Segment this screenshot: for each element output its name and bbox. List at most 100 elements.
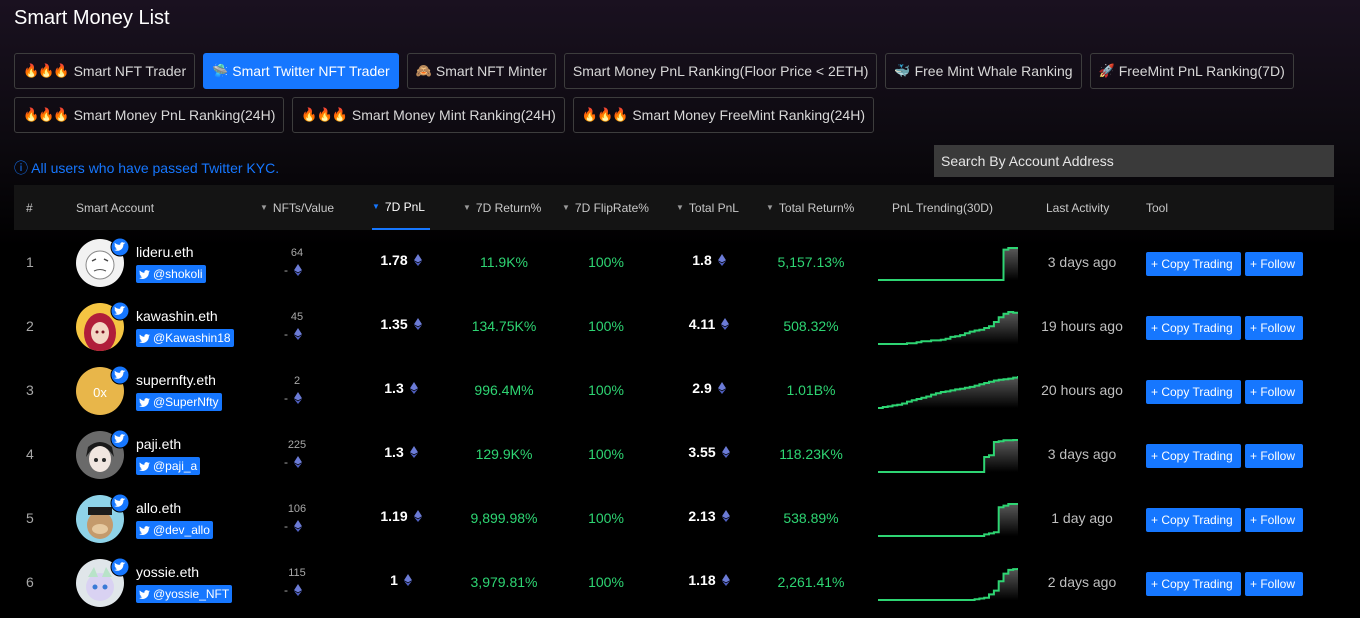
svg-text:0x: 0x	[93, 385, 107, 400]
copy-trading-button[interactable]: + Copy Trading	[1146, 252, 1241, 276]
twitter-handle-badge[interactable]: @Kawashin18	[136, 329, 234, 347]
nft-count: 2	[293, 375, 301, 387]
header-total-pnl[interactable]: ▼ Total PnL	[676, 185, 739, 230]
follow-button[interactable]: + Follow	[1245, 508, 1303, 532]
tab-label: Smart Money FreeMint Ranking(24H)	[632, 107, 865, 123]
nft-value-text: -	[284, 455, 288, 469]
sort-arrow-icon: ▼	[463, 203, 471, 212]
table-row[interactable]: 6 yossie.eth @yossie_NFT 115 - 1 3,979.8…	[14, 550, 1334, 614]
twitter-handle-badge[interactable]: @paji_a	[136, 457, 201, 475]
header-pnl7d[interactable]: ▼ 7D PnL	[372, 185, 430, 230]
copy-trading-button[interactable]: + Copy Trading	[1146, 316, 1241, 340]
total-pnl: 4.11	[669, 316, 749, 332]
eth-icon	[716, 510, 730, 522]
trend-line	[878, 311, 1019, 345]
fliprate-7d: 100%	[588, 318, 624, 334]
pnl-7d-value: 1.3	[384, 380, 404, 396]
nft-count: 225	[287, 439, 307, 451]
header-account: Smart Account	[76, 200, 155, 215]
nft-value: -	[284, 327, 302, 341]
header-flip7d[interactable]: ▼ 7D FlipRate%	[562, 185, 649, 230]
tab-emoji-icon: 🚀	[1098, 63, 1115, 78]
copy-trading-button[interactable]: + Copy Trading	[1146, 380, 1241, 404]
pnl-7d: 1.19	[372, 508, 430, 524]
fliprate-7d: 100%	[588, 382, 624, 398]
twitter-handle-badge[interactable]: @dev_allo	[136, 521, 213, 539]
eth-icon	[288, 456, 302, 468]
nft-value: -	[284, 455, 302, 469]
follow-button[interactable]: + Follow	[1245, 444, 1303, 468]
total-pnl-value: 1.18	[688, 572, 716, 588]
header-flip7d-label: 7D FlipRate%	[574, 200, 649, 215]
sort-arrow-icon: ▼	[260, 203, 268, 212]
total-pnl: 2.9	[669, 380, 749, 396]
header-ret7d-label: 7D Return%	[475, 200, 542, 215]
account-name[interactable]: yossie.eth	[136, 564, 200, 580]
tab-smart-money-freemint-ranking-24h[interactable]: 🔥🔥🔥 Smart Money FreeMint Ranking(24H)	[572, 97, 874, 133]
twitter-handle-badge[interactable]: @yossie_NFT	[136, 585, 233, 603]
tab-free-mint-whale-ranking[interactable]: 🐳 Free Mint Whale Ranking	[885, 53, 1082, 89]
account-name[interactable]: lideru.eth	[136, 244, 194, 260]
follow-button[interactable]: + Follow	[1245, 572, 1303, 596]
tab-label: Smart Twitter NFT Trader	[232, 63, 390, 79]
twitter-bird-icon	[138, 460, 153, 473]
eth-icon	[408, 254, 422, 266]
copy-trading-button[interactable]: + Copy Trading	[1146, 444, 1241, 468]
tab-smart-nft-minter[interactable]: 🙈 Smart NFT Minter	[406, 53, 556, 89]
twitter-handle-badge[interactable]: @SuperNfty	[136, 393, 222, 411]
tab-freemint-pnl-ranking-7d[interactable]: 🚀 FreeMint PnL Ranking(7D)	[1089, 53, 1294, 89]
header-ret7d[interactable]: ▼ 7D Return%	[463, 185, 541, 230]
copy-trading-button[interactable]: + Copy Trading	[1146, 508, 1241, 532]
table-row[interactable]: 3 0x supernfty.eth @SuperNfty 2 - 1.3 99…	[14, 358, 1334, 422]
tab-smart-money-pnl-ranking-24h[interactable]: 🔥🔥🔥 Smart Money PnL Ranking(24H)	[14, 97, 285, 133]
table-row[interactable]: 2 kawashin.eth @Kawashin18 45 - 1.35 134…	[14, 294, 1334, 358]
tab-label: FreeMint PnL Ranking(7D)	[1118, 63, 1285, 79]
nft-value: -	[284, 391, 302, 405]
eth-icon	[408, 318, 422, 330]
search-account-input[interactable]	[934, 145, 1334, 177]
tab-smart-money-pnl-ranking-floor-price-2eth[interactable]: Smart Money PnL Ranking(Floor Price < 2E…	[563, 53, 878, 89]
tab-smart-money-mint-ranking-24h[interactable]: 🔥🔥🔥 Smart Money Mint Ranking(24H)	[292, 97, 565, 133]
account-name[interactable]: supernfty.eth	[136, 372, 216, 388]
follow-button[interactable]: + Follow	[1245, 380, 1303, 404]
eth-icon	[288, 584, 302, 596]
tab-emoji-icon: 🔥🔥🔥	[23, 63, 70, 78]
table-row[interactable]: 4 paji.eth @paji_a 225 - 1.3 129.9K% 100…	[14, 422, 1334, 486]
pnl-7d-value: 1	[390, 572, 398, 588]
table-row[interactable]: 1 lideru.eth @shokoli 64 - 1.78 11.9K% 1…	[14, 230, 1334, 294]
last-activity: 20 hours ago	[1041, 382, 1123, 398]
eth-icon	[712, 382, 726, 394]
account-name[interactable]: paji.eth	[136, 436, 182, 452]
sort-arrow-icon: ▼	[766, 203, 774, 212]
fliprate-7d: 100%	[588, 574, 624, 590]
last-activity: 19 hours ago	[1041, 318, 1123, 334]
tab-smart-nft-trader[interactable]: 🔥🔥🔥 Smart NFT Trader	[14, 53, 196, 89]
twitter-handle-badge[interactable]: @shokoli	[136, 265, 206, 283]
account-name[interactable]: kawashin.eth	[136, 308, 218, 324]
follow-button[interactable]: + Follow	[1245, 252, 1303, 276]
tab-smart-twitter-nft-trader[interactable]: 🛸 Smart Twitter NFT Trader	[203, 53, 399, 89]
pnl-7d-value: 1.3	[384, 444, 404, 460]
trend-line	[878, 568, 1019, 601]
page-title: Smart Money List	[14, 7, 170, 29]
copy-trading-button[interactable]: + Copy Trading	[1146, 572, 1241, 596]
return-7d: 9,899.98%	[470, 510, 538, 526]
sort-arrow-icon: ▼	[372, 202, 380, 211]
trend-line	[878, 503, 1018, 537]
sort-arrow-icon: ▼	[676, 203, 684, 212]
header-total-ret-label: Total Return%	[778, 200, 855, 215]
eth-icon	[288, 520, 302, 532]
tab-row: 🔥🔥🔥 Smart Money PnL Ranking(24H) 🔥🔥🔥 Smart …	[14, 97, 1344, 133]
pnl-trend-chart	[878, 436, 1018, 474]
pnl-7d: 1.3	[372, 444, 430, 460]
table-row[interactable]: 5 allo.eth @dev_allo 106 - 1.19 9,899.98…	[14, 486, 1334, 550]
total-pnl-value: 3.55	[688, 444, 716, 460]
account-name[interactable]: allo.eth	[136, 500, 182, 516]
pnl-7d-value: 1.35	[380, 316, 408, 332]
follow-button[interactable]: + Follow	[1245, 316, 1303, 340]
header-trend: PnL Trending(30D)	[892, 200, 993, 215]
twitter-bird-icon	[138, 396, 153, 409]
header-nfts[interactable]: ▼ NFTs/Value	[260, 185, 334, 230]
header-total-ret[interactable]: ▼ Total Return%	[766, 185, 854, 230]
tab-row: 🔥🔥🔥 Smart NFT Trader 🛸 Smart Twitter NFT Tr…	[14, 53, 1344, 89]
